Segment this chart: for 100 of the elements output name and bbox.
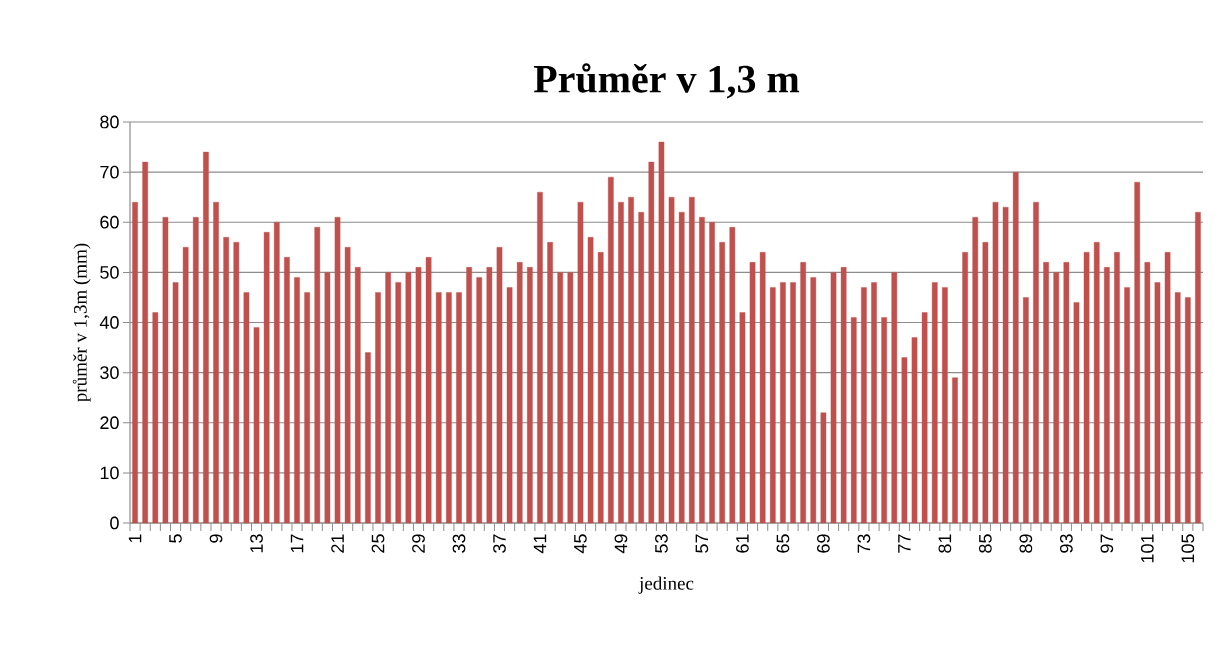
- bar: [456, 292, 462, 524]
- bar: [749, 262, 756, 524]
- bar: [901, 357, 908, 524]
- bar: [557, 272, 564, 524]
- bar: [850, 317, 857, 524]
- bar: [304, 292, 310, 524]
- bar: [425, 257, 432, 524]
- x-tick-label: 45: [574, 534, 587, 554]
- x-tick-label: 5: [169, 534, 182, 543]
- bar: [273, 222, 280, 524]
- bar: [800, 262, 806, 524]
- bar: [496, 247, 503, 524]
- bar: [1053, 272, 1060, 524]
- bar: [1185, 297, 1191, 524]
- bar: [1134, 181, 1141, 524]
- bar: [405, 272, 412, 524]
- bar: [537, 191, 543, 524]
- bar: [1124, 287, 1130, 524]
- y-axis-title: průměr v 1,3m (mm): [72, 243, 91, 402]
- bar: [648, 161, 655, 524]
- bar: [527, 267, 533, 524]
- x-axis-title: jedinec: [638, 576, 694, 594]
- bar: [152, 312, 159, 524]
- bar: [162, 217, 169, 524]
- bar: [769, 287, 776, 524]
- bar: [344, 247, 351, 524]
- x-tick-label: 9: [209, 534, 223, 543]
- bar: [142, 161, 148, 524]
- bar: [1154, 282, 1161, 524]
- bar: [1144, 262, 1151, 524]
- bar: [597, 252, 604, 524]
- bar: [1012, 171, 1019, 524]
- x-tick-label: 77: [898, 534, 911, 553]
- bar: [395, 282, 402, 524]
- x-tick-label: 33: [452, 534, 466, 553]
- bar: [830, 272, 837, 524]
- bar: [476, 277, 483, 524]
- bar: [435, 292, 442, 524]
- bar: [314, 227, 321, 524]
- bar: [861, 287, 867, 524]
- bar: [638, 212, 644, 524]
- x-tick-label: 73: [857, 534, 871, 553]
- bar: [729, 227, 736, 524]
- bar: [446, 292, 452, 524]
- x-tick-label: 1: [128, 534, 142, 543]
- bar: [1063, 262, 1070, 524]
- bar: [213, 202, 219, 524]
- bar: [780, 282, 786, 524]
- bar: [506, 287, 513, 524]
- bar: [618, 202, 624, 524]
- x-tick-label: 17: [290, 534, 304, 553]
- x-tick-label: 65: [776, 534, 790, 553]
- bar: [1195, 212, 1201, 524]
- bar: [577, 202, 584, 524]
- bar: [193, 217, 199, 524]
- bar: [921, 312, 928, 524]
- bar: [486, 267, 493, 524]
- x-tick-label: 69: [817, 534, 830, 553]
- bar: [871, 282, 877, 524]
- chart-title: Průměr v 1,3 m: [533, 63, 800, 99]
- bar: [132, 202, 138, 524]
- bar: [952, 377, 958, 524]
- x-tick-label: 85: [978, 534, 992, 553]
- y-tick-label: 50: [100, 266, 119, 279]
- bar: [1114, 252, 1120, 524]
- bar: [172, 282, 179, 524]
- bar: [992, 202, 999, 524]
- x-tick-label: 93: [1059, 534, 1073, 553]
- y-tick-label: 0: [110, 516, 119, 530]
- bar: [516, 262, 523, 524]
- x-tick-label: 105: [1181, 534, 1195, 563]
- x-tick-label: 57: [695, 534, 709, 553]
- bar: [1093, 242, 1100, 524]
- bar: [182, 247, 189, 524]
- bar: [840, 267, 847, 524]
- bar: [658, 141, 665, 524]
- bar: [1174, 292, 1181, 524]
- bar: [1033, 202, 1039, 524]
- x-tick-label: 25: [371, 534, 385, 553]
- y-tick-label: 70: [100, 165, 119, 179]
- y-tick-label: 60: [100, 215, 119, 229]
- y-tick-label: 80: [100, 115, 119, 129]
- bar: [942, 287, 948, 524]
- bar: [233, 242, 240, 524]
- bar: [982, 242, 989, 524]
- bar: [243, 292, 250, 524]
- bar: [365, 352, 371, 524]
- bar: [678, 212, 685, 524]
- bar: [253, 327, 260, 524]
- x-tick-label: 101: [1140, 534, 1154, 563]
- bar: [324, 272, 331, 524]
- x-tick-label: 37: [493, 534, 506, 553]
- bar: [759, 252, 766, 524]
- bar: [719, 242, 725, 524]
- bar: [931, 282, 938, 524]
- bar: [1043, 262, 1049, 524]
- bar: [1083, 252, 1090, 524]
- bar: [810, 277, 817, 524]
- y-tick-label: 30: [100, 366, 119, 379]
- y-tick-label: 10: [100, 466, 119, 480]
